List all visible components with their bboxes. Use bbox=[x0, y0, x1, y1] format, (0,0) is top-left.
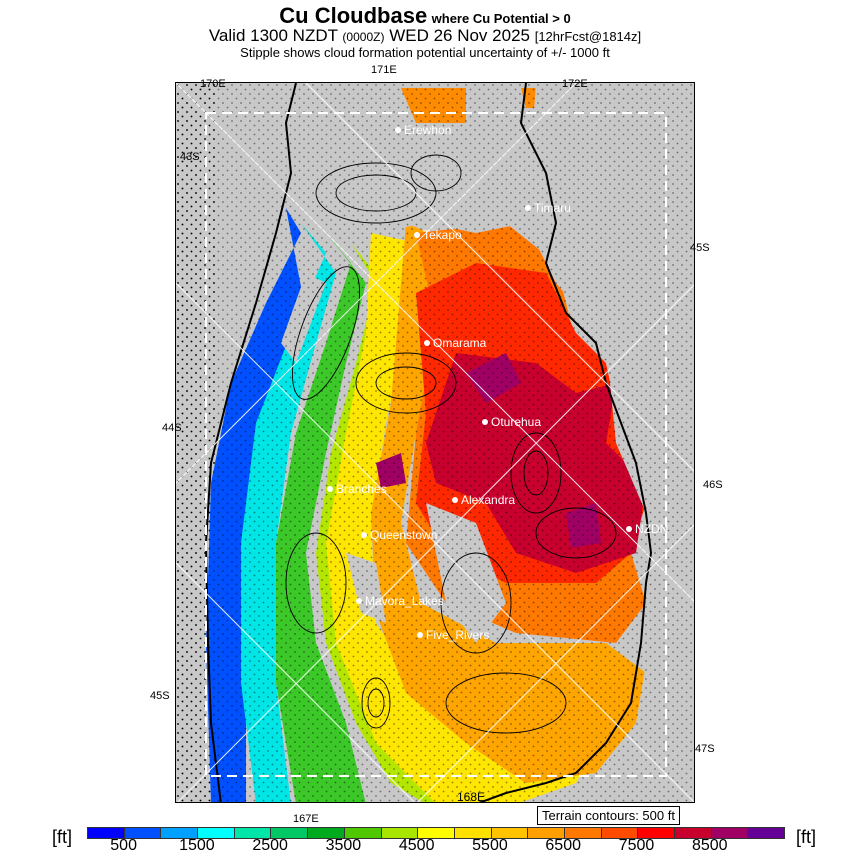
graticule bbox=[176, 83, 694, 802]
title-main: Cu Cloudbase bbox=[279, 3, 428, 28]
colorbar bbox=[87, 827, 785, 839]
forecast-info: [12hrFcst@1814z] bbox=[534, 29, 642, 44]
subtitle: Stipple shows cloud formation potential … bbox=[240, 45, 610, 60]
lat-label: 47S bbox=[695, 743, 715, 755]
colorbar-tick-label: 4500 bbox=[398, 837, 435, 854]
town-marker bbox=[417, 632, 423, 638]
town-oturehua: Oturehua bbox=[482, 415, 541, 429]
lat-label: 43S bbox=[180, 151, 200, 163]
town-marker bbox=[395, 127, 401, 133]
town-label: Timaru bbox=[534, 201, 571, 215]
colorbar-segment bbox=[711, 828, 749, 838]
colorbar-segment bbox=[528, 828, 565, 838]
town-alexandra: Alexandra bbox=[452, 493, 515, 507]
terrain-contours bbox=[285, 154, 617, 734]
colorbar-segment bbox=[344, 828, 382, 838]
colorbar-segment bbox=[198, 828, 235, 838]
town-erewhon: Erewhon bbox=[395, 123, 451, 137]
town-label: Tekapo bbox=[423, 228, 462, 242]
town-marker bbox=[361, 532, 367, 538]
colorbar-tick-label: 3500 bbox=[325, 837, 362, 854]
town-branches: Branches bbox=[327, 482, 387, 496]
lat-label: 46S bbox=[703, 479, 723, 491]
town-marker bbox=[626, 526, 632, 532]
utc-time: (0000Z) bbox=[342, 30, 385, 44]
town-marker bbox=[452, 497, 458, 503]
town-five-rivers: Five_Rivers bbox=[417, 628, 489, 642]
coastline-west bbox=[204, 83, 297, 802]
town-label: Queenstown bbox=[370, 528, 438, 542]
chart-title: Cu Cloudbase where Cu Potential > 0 bbox=[0, 3, 850, 29]
unit-right: [ft] bbox=[796, 827, 817, 847]
town-marker bbox=[327, 486, 333, 492]
colorbar-segment bbox=[308, 828, 345, 838]
terrain-contour-note: Terrain contours: 500 ft bbox=[537, 806, 680, 825]
cloudbase-map: Erewhon Timaru Tekapo Omarama Oturehua B… bbox=[175, 82, 695, 803]
town-marker bbox=[414, 232, 420, 238]
colorbar-segment bbox=[748, 828, 785, 838]
colorbar-segment bbox=[234, 828, 272, 838]
colorbar-segment bbox=[675, 828, 712, 838]
unit-left: [ft] bbox=[52, 827, 73, 847]
lat-label: 44S bbox=[162, 422, 182, 434]
colorbar-segment bbox=[88, 828, 125, 838]
lon-label: 172E bbox=[562, 78, 588, 90]
colorbar-segment bbox=[161, 828, 199, 838]
lon-label: 170E bbox=[200, 78, 226, 90]
town-label: NZDN bbox=[635, 522, 669, 536]
colorbar-segment bbox=[601, 828, 639, 838]
colorbar-segment bbox=[638, 828, 675, 838]
town-label: Erewhon bbox=[404, 123, 452, 137]
valid-date: WED 26 Nov 2025 bbox=[389, 26, 530, 45]
colorbar-segment bbox=[491, 828, 529, 838]
title-suffix: where Cu Potential > 0 bbox=[431, 11, 571, 26]
town-label: Branches bbox=[336, 482, 387, 496]
valid-time: Valid 1300 NZDT (0000Z) WED 26 Nov 2025 … bbox=[0, 26, 850, 46]
colorbar-tick-label: 500 bbox=[110, 837, 137, 854]
town-label: Alexandra bbox=[461, 493, 516, 507]
town-label: Oturehua bbox=[491, 415, 542, 429]
colorbar-segment bbox=[124, 828, 162, 838]
colorbar-tick-label: 7500 bbox=[618, 837, 655, 854]
lon-label: 167E bbox=[293, 813, 319, 825]
town-marker bbox=[356, 598, 362, 604]
town-timaru: Timaru bbox=[525, 201, 571, 215]
map-canvas bbox=[176, 83, 694, 802]
town-label: Mavora_Lakes bbox=[365, 594, 444, 608]
lon-label: 168E bbox=[457, 790, 486, 804]
colorbar-segment bbox=[418, 828, 455, 838]
colorbar-segment bbox=[271, 828, 309, 838]
colorbar-tick-label: 2500 bbox=[252, 837, 288, 854]
colorbar-tick-label: 1500 bbox=[179, 837, 215, 854]
town-mavora-lakes: Mavora_Lakes bbox=[356, 594, 444, 608]
town-marker bbox=[424, 340, 430, 346]
town-label: Omarama bbox=[433, 336, 487, 350]
town-nzdn: NZDN bbox=[626, 522, 668, 536]
town-marker bbox=[482, 419, 488, 425]
colorbar-tick-label: 8500 bbox=[691, 837, 728, 854]
town-omarama: Omarama bbox=[424, 336, 486, 350]
town-label: Five_Rivers bbox=[426, 628, 490, 642]
colorbar-segment bbox=[381, 828, 419, 838]
coastline-east bbox=[478, 83, 653, 802]
colorbar-tick-label: 6500 bbox=[545, 837, 581, 854]
lat-label: 45S bbox=[150, 690, 170, 702]
lat-label: 45S bbox=[690, 242, 710, 254]
colorbar-tick-label: 5500 bbox=[472, 837, 508, 854]
colorbar-segment bbox=[454, 828, 492, 838]
colorbar-segment bbox=[564, 828, 602, 838]
town-marker bbox=[525, 205, 531, 211]
valid-prefix: Valid 1300 NZDT bbox=[208, 26, 338, 45]
town-tekapo: Tekapo bbox=[414, 228, 462, 242]
uncertainty-stipple bbox=[176, 83, 694, 802]
town-queenstown: Queenstown bbox=[361, 528, 437, 542]
lon-label: 171E bbox=[371, 64, 397, 76]
domain-box bbox=[205, 112, 667, 777]
